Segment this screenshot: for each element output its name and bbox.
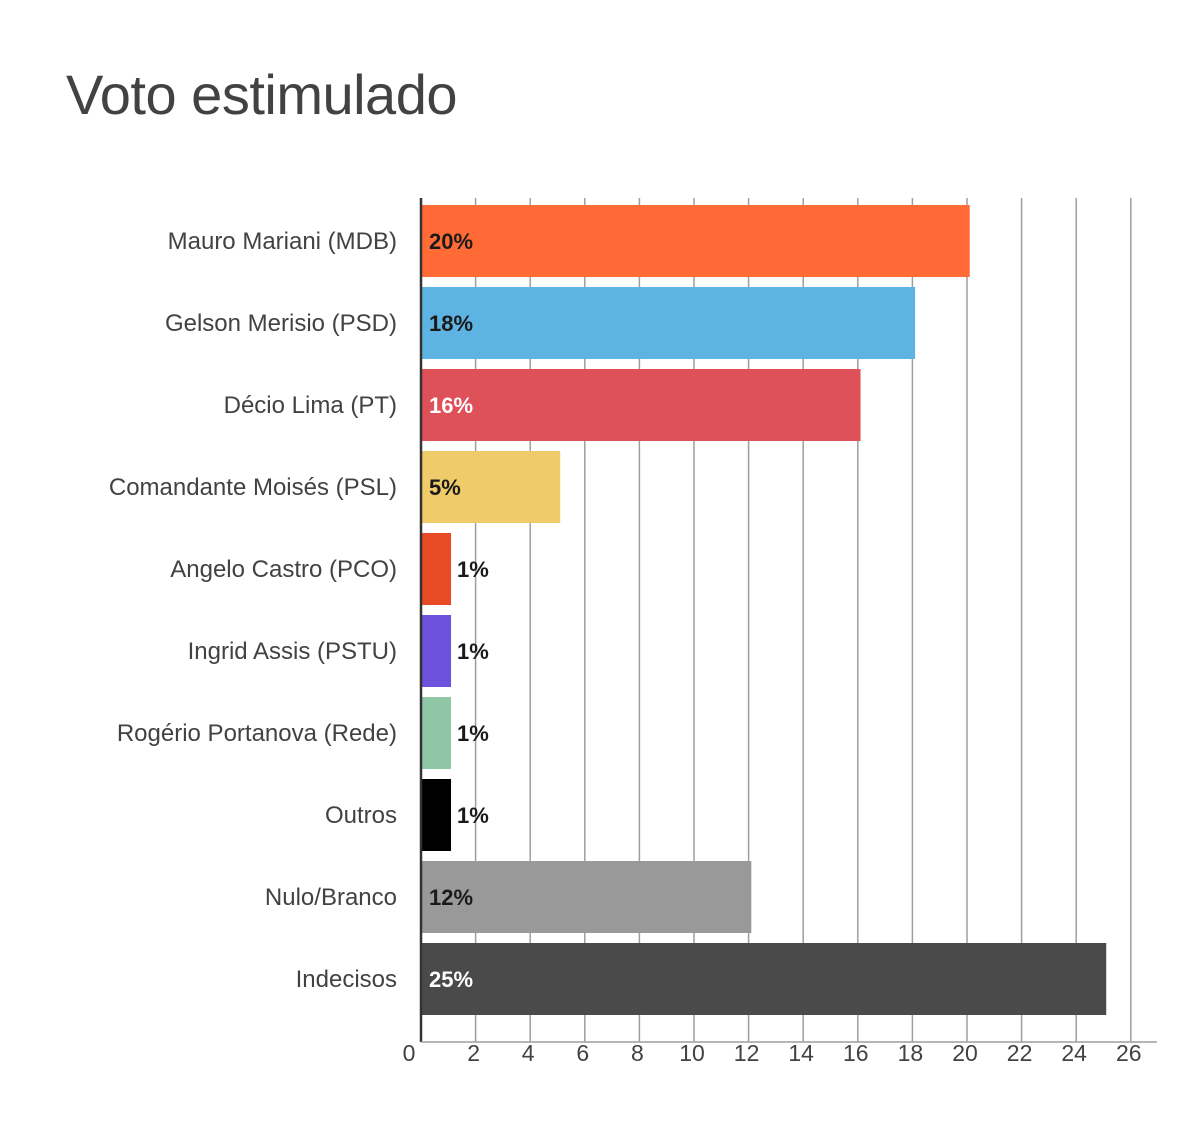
x-tick-label: 24 [1061, 1040, 1087, 1066]
data-label: 20% [429, 229, 473, 254]
x-tick-label: 2 [467, 1040, 480, 1066]
x-tick-label: 4 [522, 1040, 535, 1066]
bar [421, 943, 1107, 1015]
data-label: 18% [429, 311, 473, 336]
x-tick-label: 20 [952, 1040, 978, 1066]
x-tick-label: 6 [576, 1040, 589, 1066]
bar [421, 533, 452, 605]
category-label: Mauro Mariani (MDB) [168, 228, 397, 255]
bar [421, 287, 916, 359]
bar [421, 205, 970, 277]
bar [421, 451, 561, 523]
data-label: 12% [429, 885, 473, 910]
x-tick-label: 10 [679, 1040, 705, 1066]
x-tick-label: 12 [734, 1040, 760, 1066]
data-label: 5% [429, 475, 461, 500]
category-label: Angelo Castro (PCO) [170, 556, 397, 583]
x-tick-label: 26 [1116, 1040, 1142, 1066]
category-label: Nulo/Branco [265, 884, 397, 911]
category-label: Indecisos [296, 966, 397, 993]
x-tick-label: 0 [403, 1040, 416, 1066]
category-label: Ingrid Assis (PSTU) [188, 638, 397, 665]
category-label: Décio Lima (PT) [224, 392, 397, 419]
data-label: 1% [457, 639, 489, 664]
x-tick-label: 16 [843, 1040, 869, 1066]
data-label: 1% [457, 803, 489, 828]
data-label: 25% [429, 967, 473, 992]
category-label: Rogério Portanova (Rede) [117, 720, 397, 747]
bar [421, 861, 752, 933]
data-label: 1% [457, 721, 489, 746]
data-label: 1% [457, 557, 489, 582]
category-label: Comandante Moisés (PSL) [109, 474, 397, 501]
x-tick-label: 14 [788, 1040, 814, 1066]
bar [421, 615, 452, 687]
x-tick-label: 22 [1007, 1040, 1033, 1066]
x-tick-label: 8 [631, 1040, 644, 1066]
category-label: Gelson Merisio (PSD) [165, 310, 397, 337]
category-label: Outros [325, 802, 397, 829]
data-label: 16% [429, 393, 473, 418]
bar [421, 779, 452, 851]
chart-title: Voto estimulado [66, 63, 457, 126]
bar [421, 369, 861, 441]
axes [419, 198, 1157, 1043]
bars [421, 205, 1107, 1015]
x-tick-label: 18 [898, 1040, 924, 1066]
bar [421, 697, 452, 769]
